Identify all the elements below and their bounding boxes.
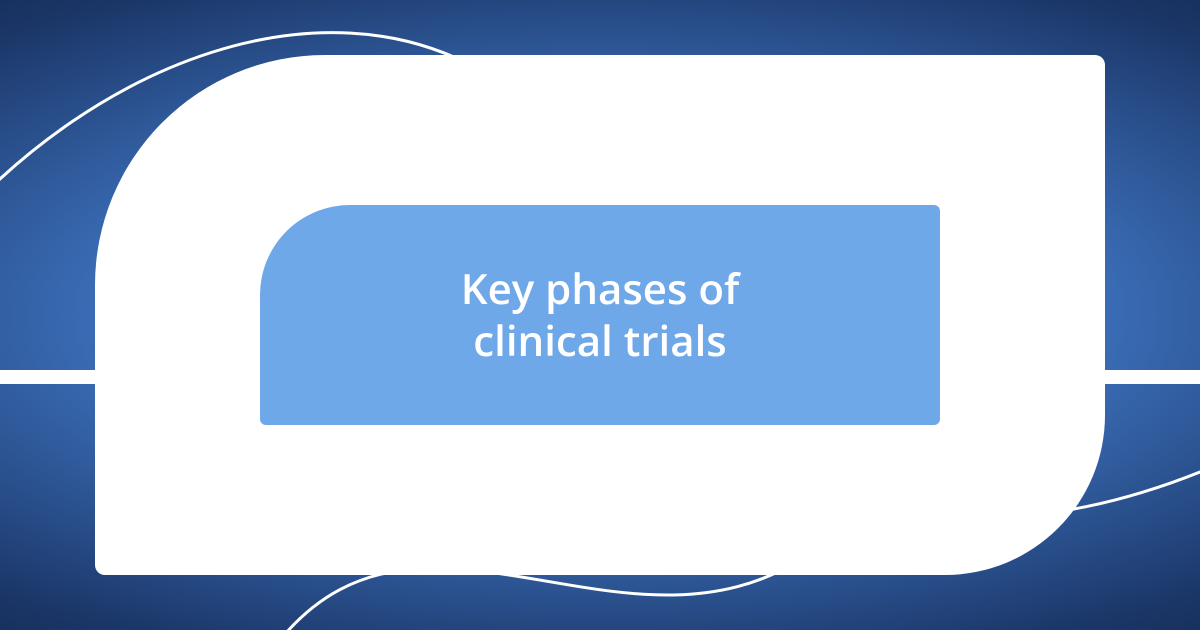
inner-blue-panel: Key phases of clinical trials: [260, 205, 940, 425]
title-line-1: Key phases of: [461, 260, 739, 317]
card-title: Key phases of clinical trials: [461, 263, 739, 368]
title-line-2: clinical trials: [473, 312, 726, 369]
